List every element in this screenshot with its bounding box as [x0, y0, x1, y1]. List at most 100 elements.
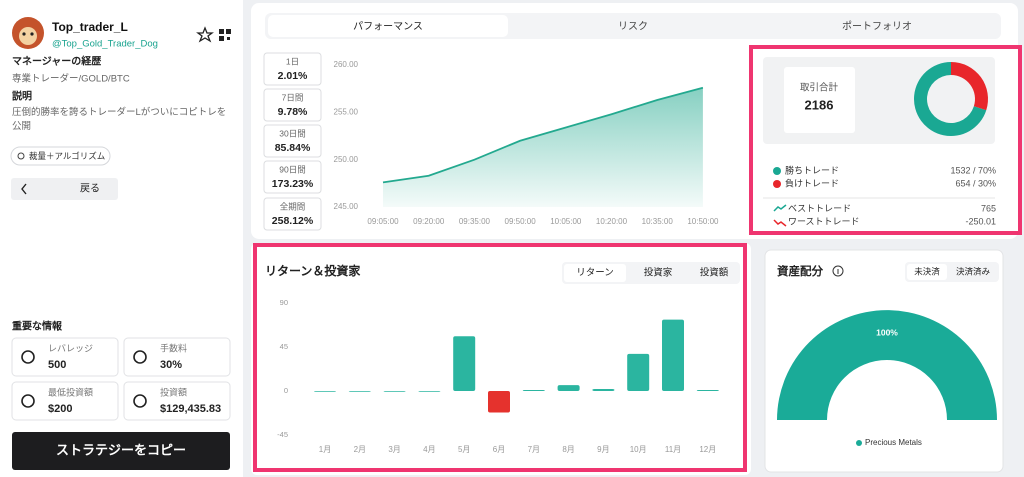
best-icon — [773, 204, 787, 212]
copy-button[interactable] — [12, 432, 230, 470]
period-value: 85.84% — [275, 142, 311, 154]
stat-value: -250.01 — [965, 216, 996, 226]
trader-name: Top_trader_L — [52, 20, 128, 34]
period-box[interactable] — [263, 124, 322, 158]
legend-label: 負けトレード — [785, 177, 839, 188]
bar — [418, 391, 441, 392]
info-value: 500 — [48, 359, 66, 371]
bar — [383, 391, 406, 392]
tab[interactable]: 未決済 — [914, 266, 940, 276]
x-tick-label: 8月 — [562, 445, 574, 454]
line — [382, 86, 704, 184]
section-title: 重要な情報 — [12, 320, 63, 333]
info-label: 最低投資額 — [48, 386, 93, 397]
tab[interactable]: ポートフォリオ — [842, 21, 912, 33]
period-value: 258.12% — [272, 215, 314, 227]
tab[interactable]: リスク — [618, 21, 648, 33]
tab[interactable]: 投資家 — [644, 267, 673, 279]
stat-label: ワーストトレード — [788, 216, 860, 226]
bar — [522, 390, 545, 391]
chart-title: 資産配分 — [777, 264, 823, 278]
x-tick-label: 3月 — [388, 445, 400, 454]
x-tick-label: 12月 — [699, 445, 716, 454]
info-card — [123, 337, 231, 377]
bar — [662, 319, 684, 391]
highlight-frame — [749, 45, 1022, 235]
period-value: 9.78% — [278, 106, 308, 118]
legend-value: 1532 / 70% — [950, 165, 996, 175]
info-icon — [21, 350, 35, 364]
period-box[interactable] — [263, 52, 322, 86]
gauge-label: 100% — [876, 327, 898, 337]
x-tick-label: 9月 — [597, 445, 609, 454]
x-tick-label: 09:50:00 — [505, 217, 537, 226]
back-button[interactable] — [11, 178, 118, 200]
x-tick-label: 11月 — [665, 445, 681, 454]
x-tick-label: 10:50:00 — [687, 217, 719, 226]
stat-value: 765 — [981, 203, 996, 213]
bar — [453, 336, 476, 391]
line-area — [383, 87, 703, 207]
legend-dot — [856, 440, 862, 446]
legend-label: Precious Metals — [865, 438, 922, 447]
bar — [488, 391, 510, 413]
info-value: 30% — [160, 359, 182, 371]
avatar-face — [19, 27, 37, 45]
description: 圧倒的勝率を誇るトレーダーLがついにコピトレを公開 — [12, 107, 227, 132]
y-tick-label: -45 — [277, 430, 288, 439]
x-tick-label: 09:20:00 — [413, 217, 445, 226]
period-box[interactable] — [263, 88, 322, 122]
active-tab[interactable] — [907, 264, 947, 280]
avatar-eye — [30, 32, 34, 36]
tab[interactable]: 投資額 — [700, 267, 729, 279]
gauge-segment — [777, 310, 997, 420]
period-box[interactable] — [263, 160, 322, 194]
period-label: 1日 — [286, 56, 299, 66]
active-tab[interactable] — [564, 264, 626, 282]
background-text: 専業トレーダー/GOLD/BTC — [12, 73, 130, 85]
x-tick-label: 2月 — [354, 445, 366, 454]
period-value: 173.23% — [272, 178, 314, 190]
worst-icon — [773, 219, 787, 227]
info-value: $129,435.83 — [160, 403, 221, 415]
info-icon[interactable] — [832, 265, 844, 277]
period-value: 2.01% — [278, 70, 308, 82]
tab[interactable]: パフォーマンス — [353, 21, 423, 33]
tag-pill — [10, 146, 111, 166]
copy-button-label[interactable]: ストラテジーをコピー — [56, 442, 186, 457]
tab[interactable]: 決済済み — [956, 266, 991, 276]
section-title: マネージャーの経歴 — [12, 55, 101, 68]
info-icon — [21, 394, 35, 408]
back-label[interactable]: 戻る — [80, 183, 100, 195]
tag-text: 裁量＋アルゴリズム — [29, 151, 105, 161]
info-icon — [133, 350, 147, 364]
tab[interactable]: リターン — [576, 268, 614, 279]
x-tick-label: 6月 — [493, 445, 505, 454]
bar — [627, 353, 650, 391]
x-tick-label: 5月 — [458, 445, 470, 454]
back-chevron — [21, 183, 27, 195]
favorite-icon[interactable] — [196, 26, 214, 43]
x-tick-label: 7月 — [528, 445, 540, 454]
qr-icon[interactable] — [219, 29, 231, 41]
info-label: 投資額 — [160, 386, 187, 397]
info-icon — [133, 394, 147, 408]
bar — [348, 391, 371, 392]
x-tick-label: 10:05:00 — [550, 217, 582, 226]
x-tick-label: 10:20:00 — [596, 217, 628, 226]
y-tick-label: 0 — [284, 386, 288, 395]
period-label: 90日間 — [279, 164, 305, 174]
section-title: 説明 — [12, 90, 32, 103]
period-box[interactable] — [263, 197, 322, 231]
info-card — [123, 381, 231, 421]
legend-value: 654 / 30% — [955, 178, 996, 188]
trader-handle: @Top_Gold_Trader_Dog — [52, 39, 158, 50]
returns-card — [251, 243, 751, 475]
active-tab[interactable] — [268, 15, 508, 37]
bar — [557, 385, 580, 391]
stat-label: ベストトレード — [788, 203, 851, 213]
tag-icon — [17, 152, 25, 160]
